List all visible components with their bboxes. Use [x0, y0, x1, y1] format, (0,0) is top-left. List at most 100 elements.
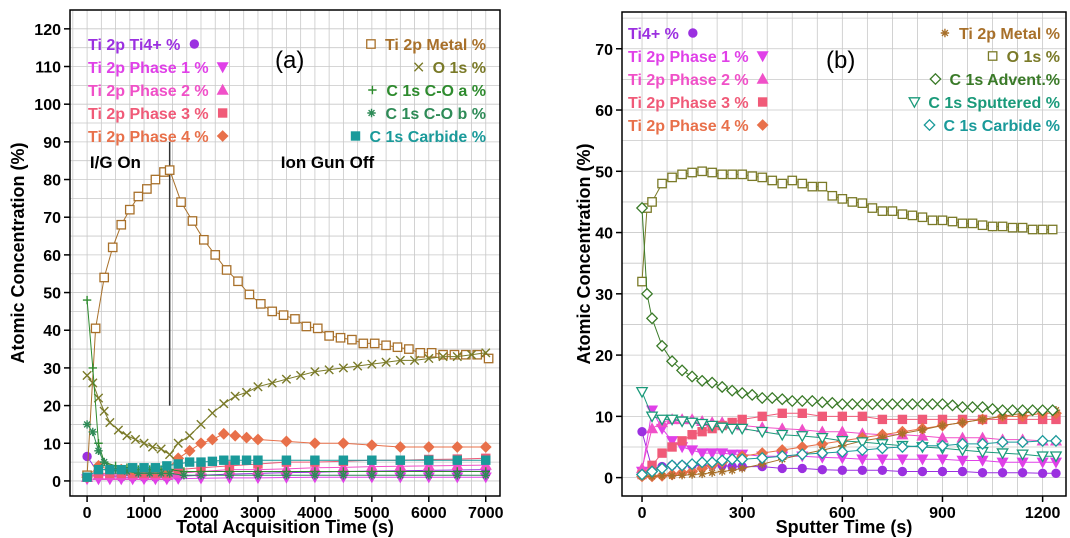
legend-label: O 1s %	[1007, 49, 1060, 66]
data-point	[757, 411, 767, 422]
data-point	[1037, 224, 1048, 235]
data-point	[637, 276, 647, 287]
x-tick-label: 600	[829, 505, 856, 522]
data-point	[124, 204, 135, 215]
data-point	[757, 172, 768, 183]
data-point	[967, 218, 978, 229]
legend-marker	[757, 97, 768, 107]
data-point	[837, 465, 848, 475]
y-tick-label: 10	[43, 436, 61, 453]
data-point	[267, 378, 277, 388]
data-point	[324, 331, 334, 341]
data-point	[338, 455, 349, 465]
data-point	[335, 332, 346, 343]
data-point	[747, 171, 758, 182]
data-point	[310, 455, 320, 465]
data-point	[337, 437, 350, 450]
data-point	[310, 366, 320, 377]
series-ti-2p-metal	[82, 165, 494, 481]
y-axis-label: Atomic Concentration (%)	[8, 142, 28, 363]
data-point	[221, 265, 232, 275]
data-point	[705, 420, 719, 433]
data-point	[164, 165, 175, 175]
data-point	[797, 178, 808, 189]
data-point	[156, 444, 166, 454]
data-point	[635, 468, 649, 481]
data-point	[367, 359, 377, 369]
data-point	[207, 456, 218, 467]
data-point	[150, 463, 161, 473]
data-point	[426, 347, 437, 358]
data-point	[210, 250, 221, 260]
data-point	[937, 215, 948, 226]
data-point	[665, 355, 679, 368]
data-point	[917, 414, 928, 425]
x-tick-label: 900	[929, 505, 956, 522]
data-point	[978, 415, 987, 424]
data-point	[877, 206, 888, 216]
data-point	[184, 457, 195, 467]
y-tick-label: 70	[43, 210, 61, 227]
data-point	[736, 453, 749, 466]
data-point	[827, 190, 838, 201]
data-point	[677, 169, 687, 180]
data-point	[677, 470, 687, 480]
data-point	[358, 338, 369, 349]
data-point	[1006, 404, 1019, 417]
data-point	[82, 451, 92, 462]
data-point	[116, 464, 126, 475]
data-point	[310, 471, 320, 480]
data-point	[173, 438, 183, 448]
data-point	[424, 455, 434, 465]
data-point	[113, 425, 124, 435]
x-tick-label: 300	[729, 505, 756, 522]
data-point	[667, 471, 677, 480]
y-tick-label: 30	[595, 287, 613, 304]
series-line	[86, 300, 486, 472]
data-point	[295, 370, 306, 381]
legend-marker	[987, 51, 998, 61]
data-point	[997, 468, 1008, 478]
data-point	[645, 312, 659, 325]
data-point	[655, 414, 669, 426]
data-point	[997, 221, 1008, 232]
data-point	[796, 448, 809, 461]
legend-marker	[688, 28, 698, 38]
data-point	[90, 323, 101, 334]
data-point	[122, 431, 132, 441]
data-point	[196, 419, 206, 430]
data-point	[240, 431, 253, 444]
data-point	[88, 363, 97, 373]
data-point	[897, 466, 908, 477]
data-point	[233, 276, 243, 287]
y-tick-label: 40	[595, 226, 613, 243]
data-point	[947, 216, 958, 227]
data-point	[255, 299, 266, 309]
data-point	[424, 471, 434, 480]
data-point	[776, 393, 789, 406]
data-point	[453, 471, 462, 480]
data-point	[381, 340, 391, 351]
data-point	[797, 463, 807, 474]
data-point	[635, 201, 649, 215]
data-point	[987, 221, 998, 232]
data-point	[707, 468, 717, 477]
data-point	[746, 388, 759, 402]
data-point	[207, 408, 218, 418]
data-point	[145, 469, 154, 478]
data-point	[88, 378, 98, 388]
legend-marker	[756, 51, 769, 63]
data-point	[352, 361, 363, 371]
data-point	[1036, 434, 1049, 447]
data-point	[786, 394, 799, 408]
x-tick-label: 1200	[1025, 505, 1061, 522]
data-point	[866, 397, 879, 411]
data-point	[836, 445, 849, 459]
data-point	[1027, 224, 1038, 235]
data-point	[1007, 222, 1018, 233]
data-point	[134, 469, 143, 478]
data-point	[424, 353, 434, 364]
data-point	[716, 454, 729, 467]
data-point	[1046, 404, 1059, 417]
data-point	[657, 448, 667, 458]
